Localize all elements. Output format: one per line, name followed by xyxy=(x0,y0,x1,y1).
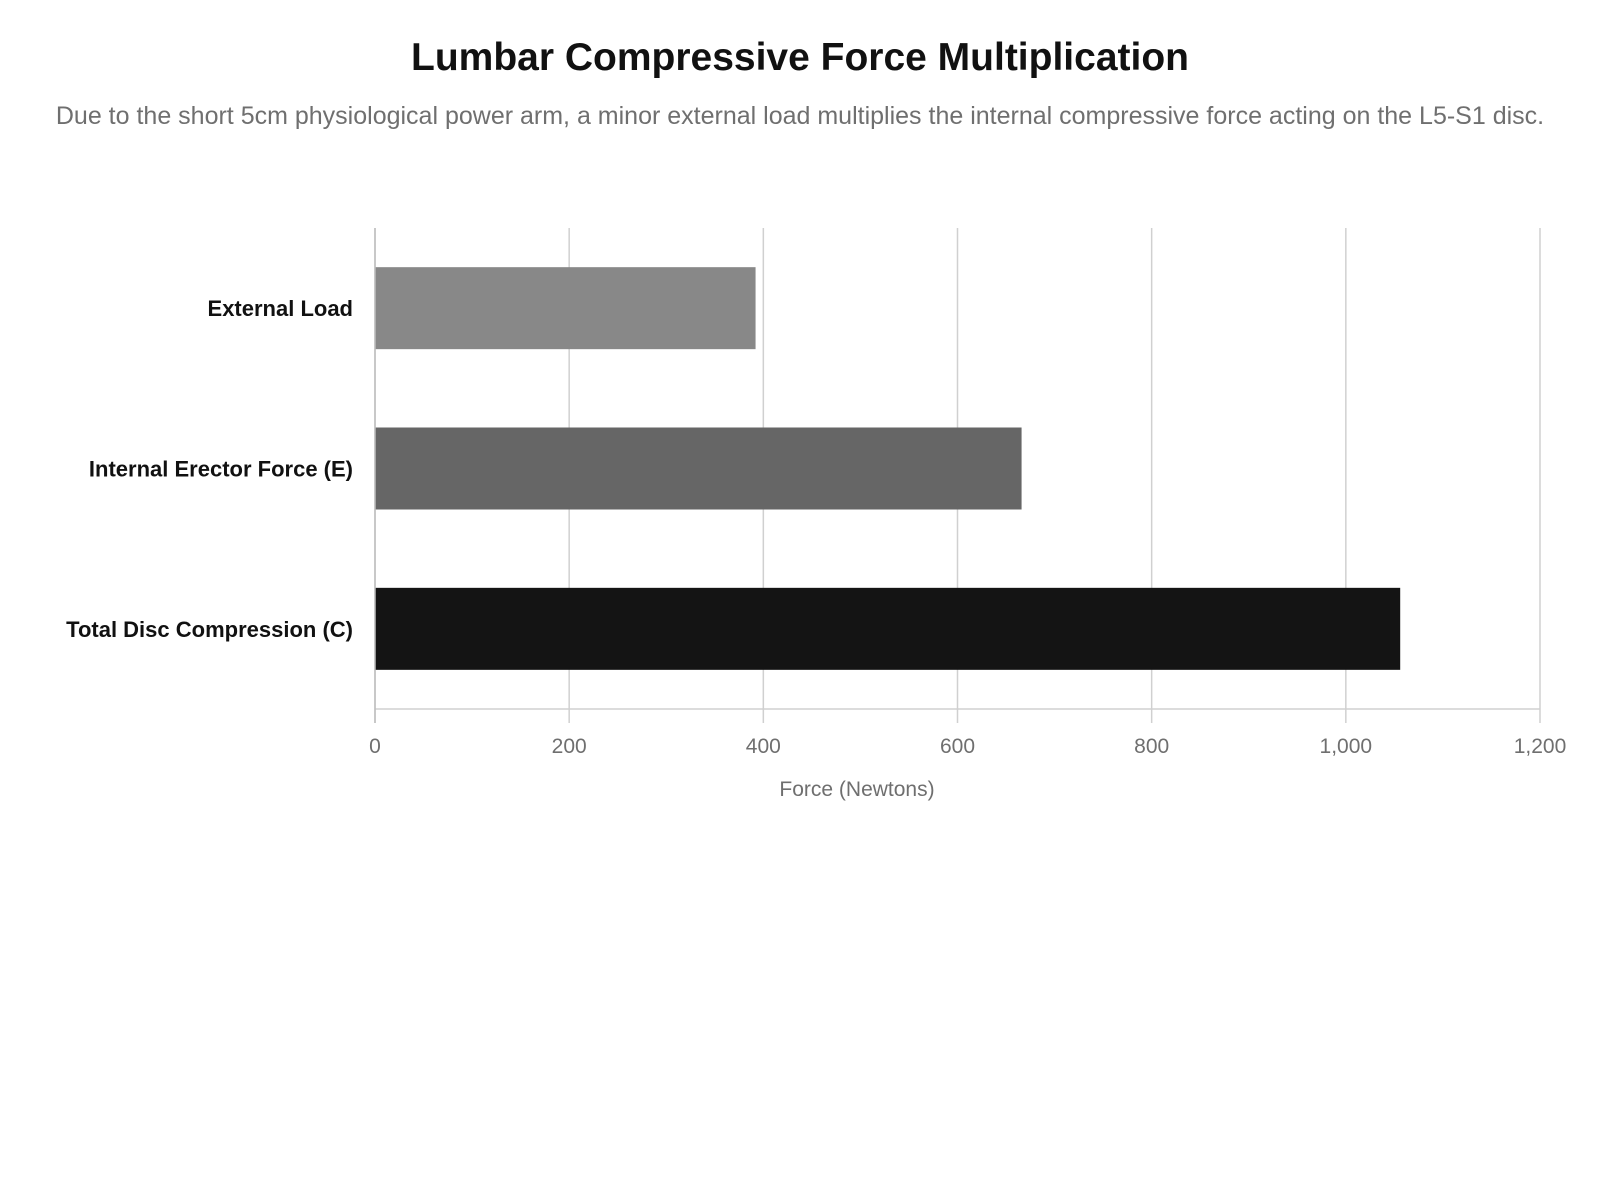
axes xyxy=(374,228,1540,723)
x-tick-label: 200 xyxy=(552,735,587,758)
bar-external-load xyxy=(375,267,756,350)
x-axis-title: Force (Newtons) xyxy=(779,778,934,801)
chart-title: Lumbar Compressive Force Multiplication xyxy=(411,36,1189,79)
bar-total-disc-compression-c xyxy=(375,587,1401,670)
x-tick-label: 0 xyxy=(369,735,381,758)
x-tick-label: 400 xyxy=(746,735,781,758)
x-tick-label: 1,200 xyxy=(1514,735,1567,758)
chart-subtitle: Due to the short 5cm physiological power… xyxy=(55,102,1545,130)
labels: 0 200 400 600 800 1,000 1,200 External Load Inte… xyxy=(66,296,1566,758)
bars xyxy=(375,267,1401,670)
x-tick-label: 1,000 xyxy=(1320,735,1373,758)
bar-internal-erector-force-e xyxy=(375,427,1022,510)
category-label: Internal Erector Force (E) xyxy=(89,457,353,482)
category-label: Total Disc Compression (C) xyxy=(66,617,353,642)
x-tick-label: 600 xyxy=(940,735,975,758)
category-label: External Load xyxy=(208,296,353,321)
x-tick-label: 800 xyxy=(1134,735,1169,758)
